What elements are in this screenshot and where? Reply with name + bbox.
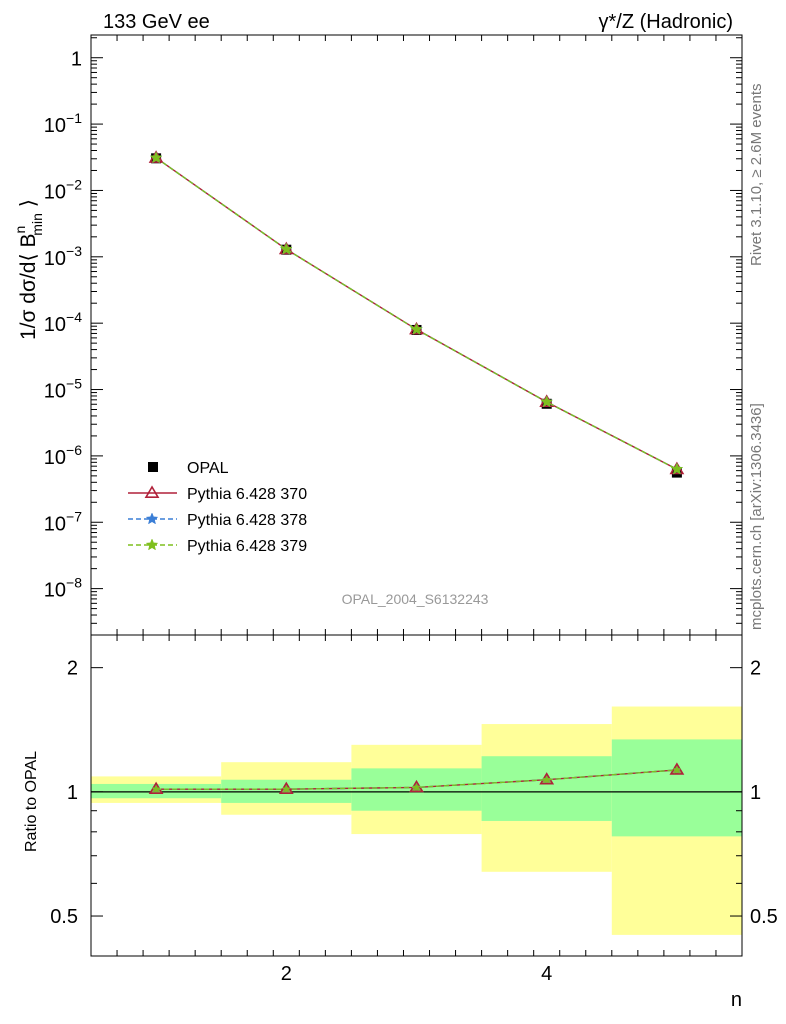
left-title: 133 GeV ee — [103, 11, 210, 33]
ratio-panel: 0.5 0.5 1 1 2 2 — [50, 634, 778, 957]
p378-line — [155, 157, 678, 470]
y-tick-label: 10−4 — [44, 309, 82, 336]
ratio-p379-point — [542, 775, 552, 784]
y-tick-label-right: 1 — [750, 782, 761, 804]
p379-line — [155, 157, 678, 470]
ratio-p379-point — [672, 765, 682, 774]
y-tick-label: 10−5 — [44, 376, 82, 403]
y-axis-label-main: 1/σ dσ/d⟨ Bnmin ⟩ — [12, 199, 45, 340]
legend-label: OPAL — [187, 460, 229, 477]
y-tick-label: 0.5 — [50, 906, 78, 928]
legend-marker-p379 — [145, 538, 159, 551]
y-tick-label: 10−7 — [44, 508, 82, 535]
y-tick-label: 1 — [67, 782, 78, 804]
uncertainty-band-inner — [611, 739, 742, 837]
main-panel-marks: 1 10−1 10−2 10−3 10−4 10−5 10−6 10−7 10−8 — [44, 35, 743, 636]
legend-marker-opal — [148, 462, 158, 472]
p379-point — [279, 242, 293, 255]
ratio-frame — [90, 634, 743, 957]
main-panel: 1 10−1 10−2 10−3 10−4 10−5 10−6 10−7 10−8 OPAL_2… — [44, 34, 743, 636]
ratio-p379-point — [151, 784, 161, 793]
x-tick-label: 2 — [281, 963, 292, 985]
axis-labels: 1/σ dσ/d⟨ Bnmin ⟩ 2 4 Ratio to OPAL n — [12, 199, 742, 1011]
rivet-label: Rivet 3.1.10, ≥ 2.6M events — [748, 84, 765, 267]
ratio-p379-point — [281, 784, 291, 793]
mcplots-label: mcplots.cern.ch [arXiv:1306.3436] — [748, 403, 765, 630]
uncertainty-band-inner — [481, 756, 612, 821]
y-axis-label-ratio: Ratio to OPAL — [23, 751, 40, 852]
p379-point — [540, 395, 554, 408]
y-tick-label: 10−1 — [44, 110, 82, 137]
legend-label: Pythia 6.428 378 — [187, 512, 307, 529]
y-tick-label: 10−3 — [44, 243, 82, 270]
ratio-p379-point — [412, 782, 421, 792]
opal-data-point — [671, 467, 682, 478]
y-tick-label-right: 2 — [750, 658, 761, 680]
y-tick-label: 1 — [71, 49, 82, 71]
legend-marker-p378 — [145, 512, 159, 525]
x-axis-label: n — [731, 989, 742, 1011]
x-tick-label: 4 — [541, 963, 552, 985]
right-title: γ*/Z (Hadronic) — [599, 11, 733, 33]
y-tick-label: 10−2 — [44, 176, 82, 203]
analysis-label: OPAL_2004_S6132243 — [342, 591, 489, 607]
ratio-panel-marks: 0.5 0.5 1 1 2 2 — [50, 635, 778, 957]
legend-marker-p370 — [144, 485, 160, 499]
y-tick-label: 2 — [67, 658, 78, 680]
p379-point — [410, 322, 423, 335]
p379-point — [670, 462, 684, 475]
p379-point — [149, 151, 163, 164]
y-tick-label: 10−8 — [44, 575, 82, 602]
legend: OPAL Pythia 6.428 370 Pythia 6.428 378 Pyth… — [128, 460, 307, 555]
y-tick-label-right: 0.5 — [750, 906, 778, 928]
p370-line — [155, 157, 678, 470]
y-tick-label: 10−6 — [44, 442, 82, 469]
legend-label: Pythia 6.428 379 — [187, 538, 307, 555]
legend-label: Pythia 6.428 370 — [187, 486, 307, 503]
